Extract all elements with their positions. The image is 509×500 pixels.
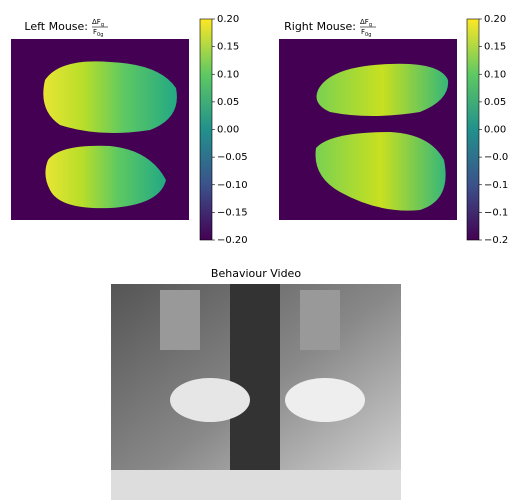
colorbar-tick-label: 0.20 — [217, 14, 239, 25]
colorbar-tick-label: −0.15 — [484, 207, 509, 218]
numerator: ΔF — [360, 18, 369, 26]
colorbar-tick-label: 0.20 — [484, 14, 506, 25]
panel-title: Right Mouse: — [284, 20, 356, 33]
title-denominator: F0g — [93, 28, 103, 38]
colorbar-tick-label: 0.10 — [217, 69, 239, 80]
title-numerator: ΔFg — [360, 18, 372, 28]
page: {"chart_data": [ {"type": "image", "titl… — [0, 0, 509, 500]
colorbar — [467, 19, 479, 240]
colorbar-tick-label: 0.05 — [217, 97, 239, 108]
colorbar-tick-label: −0.20 — [217, 235, 248, 246]
colorbar-tick-label: −0.05 — [484, 152, 509, 163]
numerator-sub: g — [369, 22, 372, 28]
figure: Behaviour Video Left Mouse:ΔFgF0g0.200.1… — [0, 0, 509, 500]
colorbar-tick-label: −0.05 — [217, 152, 248, 163]
colorbar-tick-label: 0.10 — [484, 69, 506, 80]
colorbar-tick-label: −0.15 — [217, 207, 248, 218]
numerator: ΔF — [92, 18, 101, 26]
video-frame — [111, 284, 401, 500]
right-image — [279, 39, 457, 220]
denominator-sub: 0g — [97, 32, 103, 38]
denominator-sub: 0g — [365, 32, 371, 38]
colorbar-tick-label: −0.10 — [484, 180, 509, 191]
panel-title: Left Mouse: — [24, 20, 88, 33]
colorbar-tick-label: 0.15 — [217, 42, 239, 53]
colorbar-tick-label: 0.05 — [484, 97, 506, 108]
title-denominator: F0g — [361, 28, 371, 38]
colorbar-tick-label: 0.15 — [484, 42, 506, 53]
colorbar — [200, 19, 212, 240]
numerator-sub: g — [101, 22, 104, 28]
colorbar-tick-label: 0.00 — [484, 125, 506, 136]
title-numerator: ΔFg — [92, 18, 104, 28]
colorbar-tick-label: −0.10 — [217, 180, 248, 191]
colorbar-tick-label: 0.00 — [217, 125, 239, 136]
video-title: Behaviour Video — [211, 267, 301, 280]
colorbar-tick-label: −0.20 — [484, 235, 509, 246]
left-image — [11, 39, 189, 220]
